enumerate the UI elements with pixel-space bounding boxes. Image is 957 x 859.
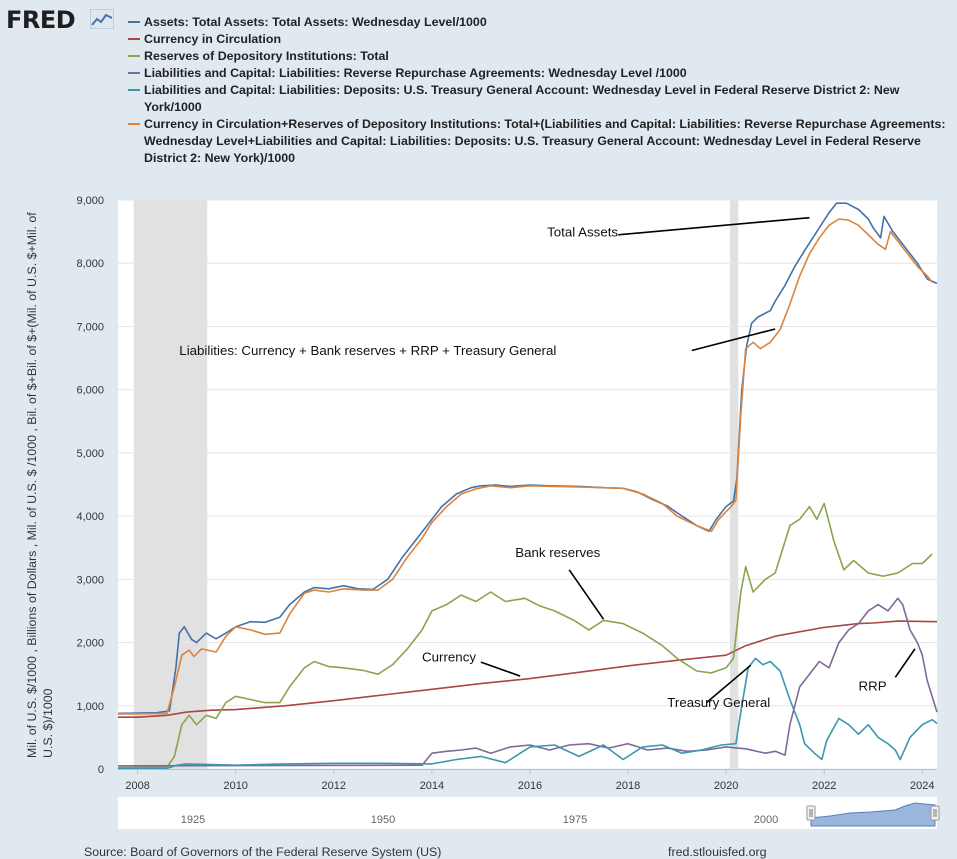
legend-label: Reserves of Depository Institutions: Tot… [144,49,389,63]
series-line-3 [117,502,933,769]
legend-swatch [128,89,140,91]
legend-swatch [128,55,140,57]
annotation-label: Total Assets [547,225,618,240]
navigator-track [118,797,937,829]
legend-item[interactable]: Reserves of Depository Institutions: Tot… [128,48,948,65]
fred-credit-link[interactable]: fred.stlouisfed.org [668,845,767,859]
annotation-label: Currency [422,650,476,665]
recession-band [730,200,739,769]
annotation-pointer [618,216,810,236]
legend-item[interactable]: Liabilities and Capital: Liabilities: De… [128,82,948,116]
legend-item[interactable]: Currency in Circulation [128,31,948,48]
fred-logo[interactable]: FRED [6,6,76,34]
fred-chart-icon [90,9,114,29]
y-tick-label: 6,000 [76,385,104,397]
x-tick-label: 2020 [714,780,738,792]
legend-swatch [128,72,140,74]
navigator-year-label: 2000 [754,814,778,826]
annotation-label: RRP [859,679,887,694]
legend: Assets: Total Assets: Total Assets: Wedn… [128,14,948,167]
navigator-handle[interactable] [806,805,816,821]
legend-label: Currency in Circulation [144,32,282,46]
y-tick-label: 8,000 [76,258,104,270]
annotation-label: Treasury General [667,695,770,710]
range-navigator[interactable]: 1925 1950 1975 2000 [118,797,940,829]
y-axis-label: Mil. of U.S. $/1000 , Billions of Dollar… [25,212,55,758]
x-tick-label: 2022 [812,780,836,792]
annotation-pointer [568,569,605,620]
series-lines [117,202,938,770]
legend-swatch [128,123,140,125]
navigator-year-label: 1950 [371,814,395,826]
y-tick-label: 9,000 [76,195,104,207]
x-tick-label: 2018 [616,780,640,792]
y-tick-label: 7,000 [76,321,104,333]
legend-label: Currency in Circulation+Reserves of Depo… [144,117,946,165]
annotation-pointer [894,648,916,678]
navigator-year-label: 1925 [181,814,205,826]
gridlines [118,199,937,770]
annotation-pointer [480,661,521,677]
source-note: Source: Board of Governors of the Federa… [84,845,442,859]
annotation-label: Bank reserves [515,545,600,560]
annotation-label: Liabilities: Currency + Bank reserves + … [179,343,556,358]
legend-item[interactable]: Liabilities and Capital: Liabilities: Re… [128,65,948,82]
navigator-year-label: 1975 [563,814,587,826]
legend-swatch [128,21,140,23]
y-tick-label: 5,000 [76,448,104,460]
legend-label: Assets: Total Assets: Total Assets: Wedn… [144,15,487,29]
y-tick-label: 1,000 [76,701,104,713]
legend-label: Liabilities and Capital: Liabilities: Re… [144,66,687,80]
annotations: Total Assets Liabilities: Currency + Bank… [179,216,916,710]
y-tick-label: 2,000 [76,638,104,650]
annotation-pointer [705,664,752,704]
series-line-5 [118,657,938,770]
x-axis: 2008 2010 2012 2014 2016 2018 2020 2022 2024 [118,769,937,792]
y-tick-label: 3,000 [76,574,104,586]
series-line-2 [118,620,938,719]
series-line-4 [117,597,938,767]
y-tick-label: 0 [98,764,104,776]
legend-swatch [128,38,140,40]
x-tick-label: 2016 [518,780,542,792]
recession-bands [133,200,739,769]
y-axis: 0 1,000 2,000 3,000 4,000 5,000 6,000 7,000 8,00… [76,195,104,776]
x-tick-label: 2014 [420,780,444,792]
x-tick-label: 2024 [910,780,934,792]
series-line-6 [117,218,933,715]
x-tick-label: 2008 [125,780,149,792]
legend-item[interactable]: Assets: Total Assets: Total Assets: Wedn… [128,14,948,31]
y-tick-label: 4,000 [76,511,104,523]
legend-label: Liabilities and Capital: Liabilities: De… [144,83,900,114]
x-tick-label: 2010 [223,780,247,792]
x-tick-label: 2012 [322,780,346,792]
navigator-handle[interactable] [930,805,940,821]
recession-band [133,200,208,769]
annotation-pointer [691,328,776,352]
legend-item[interactable]: Currency in Circulation+Reserves of Depo… [128,116,948,167]
